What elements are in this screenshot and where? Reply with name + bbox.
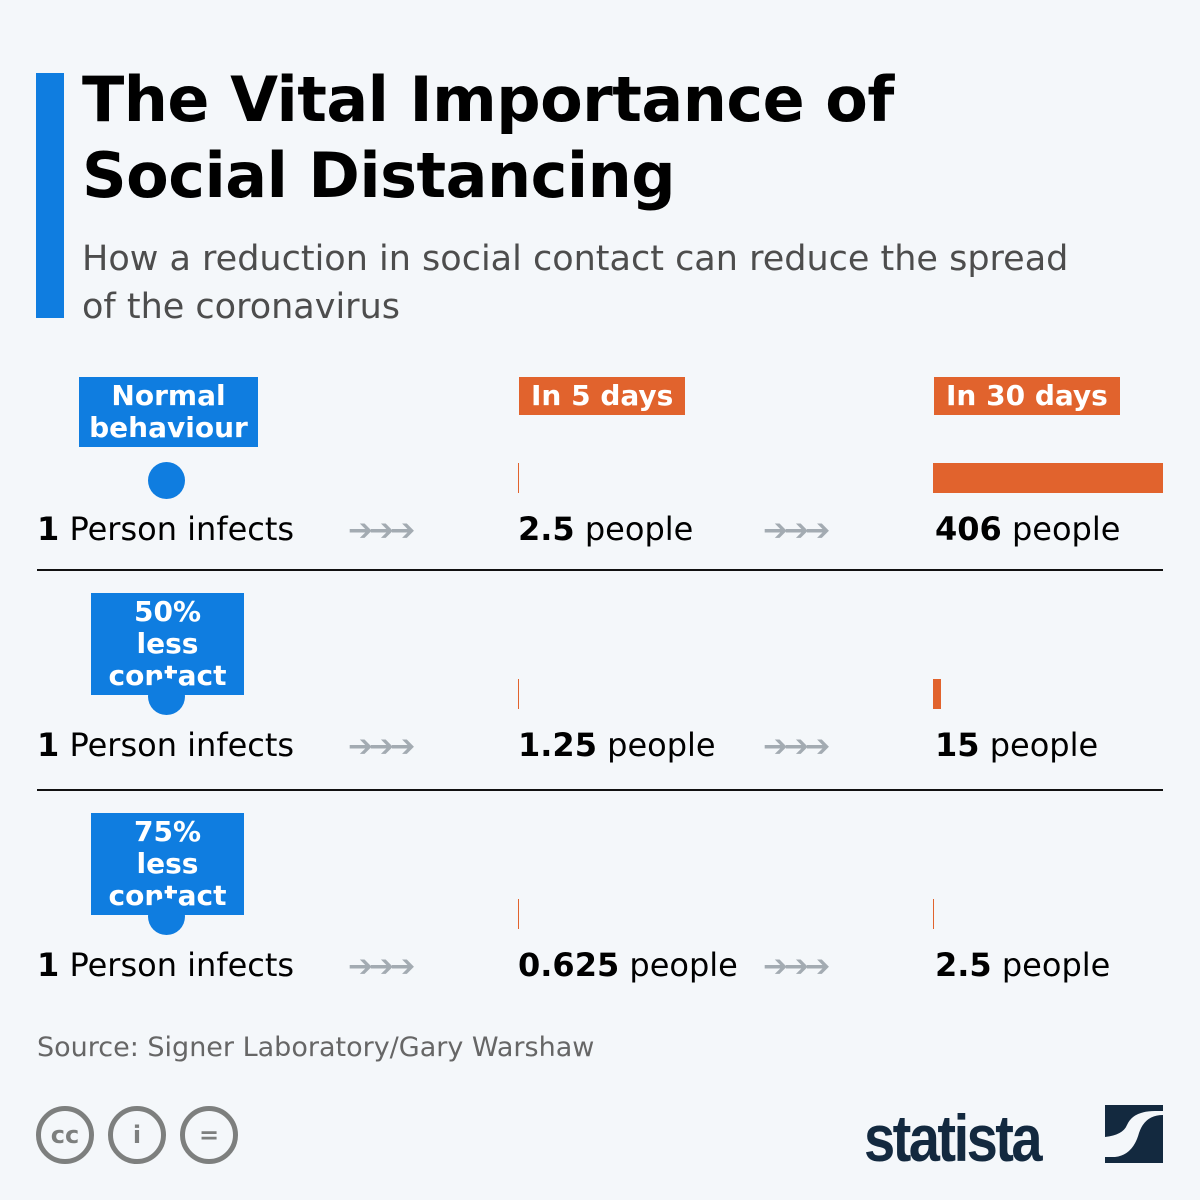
start-text: 1 Person infects xyxy=(37,945,294,985)
person-dot xyxy=(148,898,185,935)
day30-value: 406 people xyxy=(935,510,1121,548)
start-label: Person infects xyxy=(69,726,295,764)
day30-bar xyxy=(933,679,942,709)
day5-bar xyxy=(518,463,520,493)
day30-value: 2.5 people xyxy=(935,946,1111,984)
day30-bar xyxy=(933,463,1163,493)
source-note: Source: Signer Laboratory/Gary Warshaw xyxy=(37,1032,595,1063)
person-dot xyxy=(148,462,185,499)
start-text: 1 Person infects xyxy=(37,725,294,765)
day30-value: 15 people xyxy=(935,726,1099,764)
chart-subtitle: How a reduction in social contact can re… xyxy=(82,239,1069,327)
arrows-icon: ➔➔➔ xyxy=(763,513,830,548)
start-label: Person infects xyxy=(69,510,295,548)
statista-logo-mark xyxy=(1105,1105,1163,1163)
start-count: 1 xyxy=(37,726,60,764)
day5-bar xyxy=(518,679,520,709)
row-divider xyxy=(37,569,1163,571)
arrows-icon: ➔➔➔ xyxy=(763,729,830,764)
day30-bar xyxy=(933,899,935,929)
chart-title: The Vital Importance of Social Distancin… xyxy=(82,63,894,212)
header-30-days: In 30 days xyxy=(934,377,1120,415)
row-divider xyxy=(37,789,1163,791)
cc-icon: cc xyxy=(36,1106,94,1164)
start-count: 1 xyxy=(37,946,60,984)
start-count: 1 xyxy=(37,510,60,548)
no-derivatives-icon: = xyxy=(180,1106,238,1164)
start-text: 1 Person infects xyxy=(37,509,294,549)
arrows-icon: ➔➔➔ xyxy=(348,729,415,764)
header-5-days: In 5 days xyxy=(519,377,686,415)
start-label: Person infects xyxy=(69,946,295,984)
day5-bar xyxy=(518,899,520,929)
title-accent-bar xyxy=(36,73,64,318)
statista-logo: statista xyxy=(864,1101,1043,1175)
person-dot xyxy=(148,678,185,715)
arrows-icon: ➔➔➔ xyxy=(348,513,415,548)
day5-value: 1.25 people xyxy=(518,726,716,764)
attribution-icon: i xyxy=(108,1106,166,1164)
day5-value: 0.625 people xyxy=(518,946,738,984)
arrows-icon: ➔➔➔ xyxy=(348,949,415,984)
arrows-icon: ➔➔➔ xyxy=(763,949,830,984)
day5-value: 2.5 people xyxy=(518,510,694,548)
scenario-label: Normal behaviour xyxy=(79,377,258,447)
